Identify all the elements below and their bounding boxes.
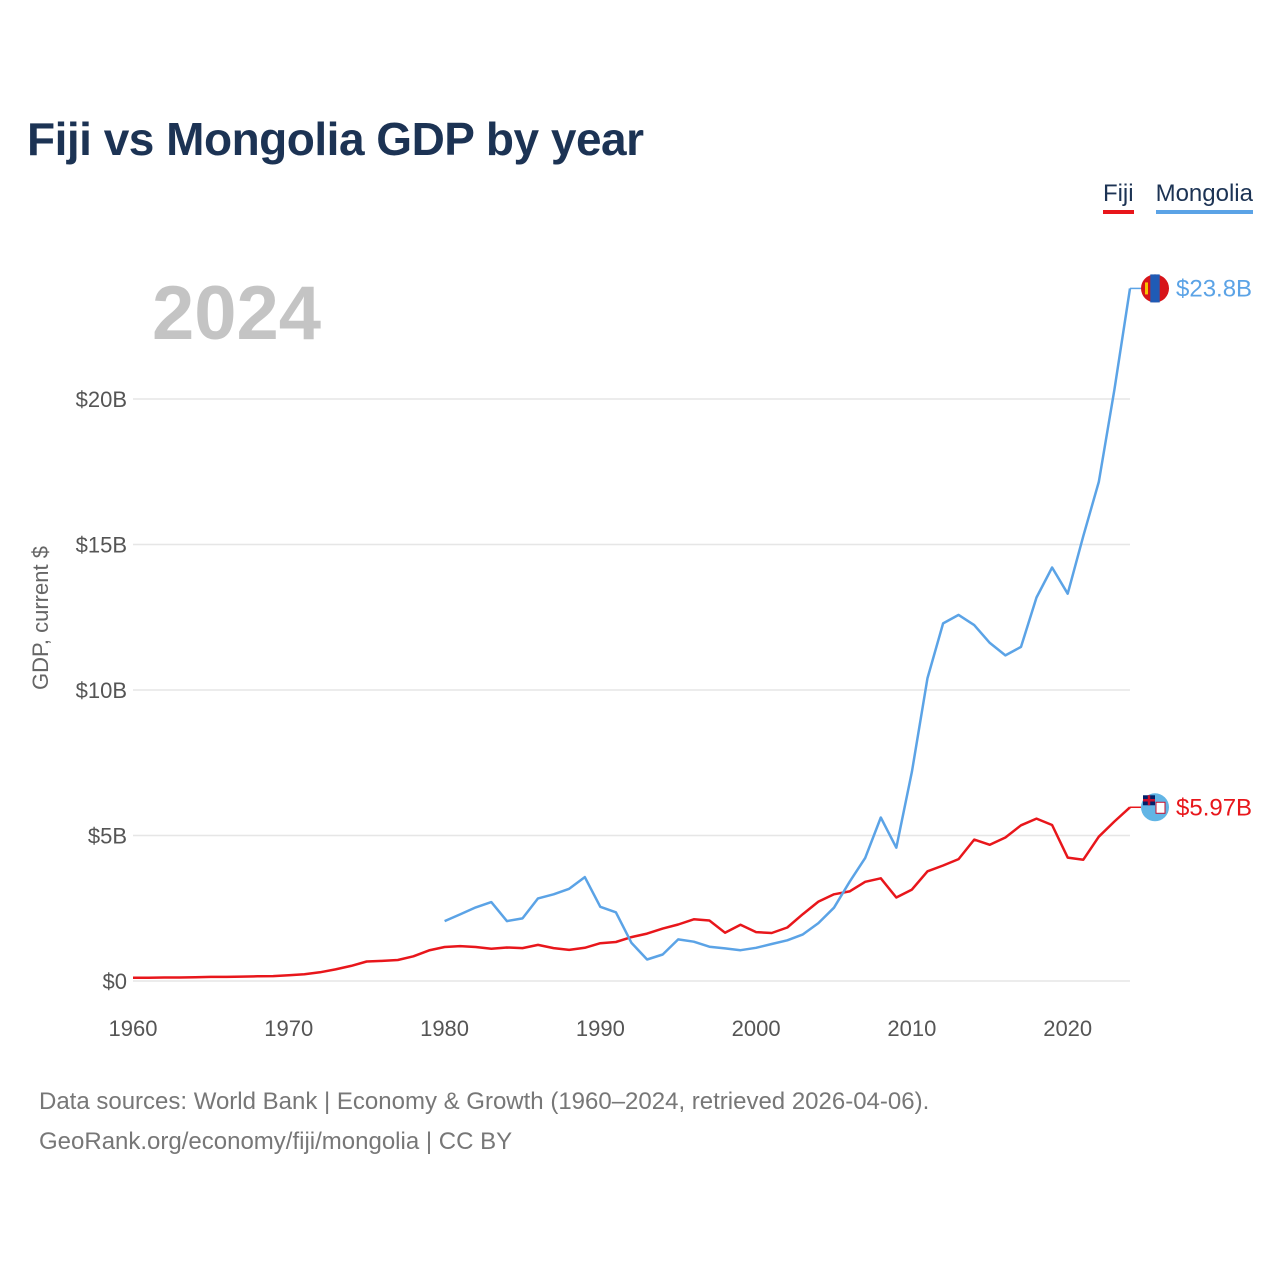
end-value-label-fiji: $5.97B: [1176, 794, 1252, 821]
end-markers: $5.97B $23.8B: [1130, 274, 1252, 822]
end-value-label-mongolia: $23.8B: [1176, 275, 1252, 302]
legend-item-mongolia[interactable]: Mongolia: [1155, 180, 1253, 214]
source-note: Data sources: World Bank | Economy & Gro…: [39, 1082, 929, 1162]
y-tick-label: $15B: [76, 533, 127, 558]
series-lines: [133, 288, 1132, 980]
mongolia-flag-icon: [1141, 274, 1169, 303]
series-line-fiji: [133, 806, 1131, 980]
source-line-1: Data sources: World Bank | Economy & Gro…: [39, 1088, 930, 1115]
grid-lines: [133, 398, 1130, 982]
y-tick-label: $10B: [76, 678, 127, 703]
series-line-mongolia: [444, 288, 1132, 961]
x-tick-label: 1970: [264, 1016, 313, 1041]
x-tick-label: 2020: [1043, 1016, 1092, 1041]
x-tick-label: 1960: [109, 1016, 158, 1041]
x-tick-label: 2010: [887, 1016, 936, 1041]
fiji-flag-icon: [1141, 793, 1169, 822]
legend: Fiji Mongolia: [1102, 180, 1253, 214]
chart-title: Fiji vs Mongolia GDP by year: [27, 113, 644, 165]
x-tick-labels: 1960 1970 1980 1990 2000 2010 2020: [109, 1016, 1093, 1041]
x-tick-label: 2000: [732, 1016, 781, 1041]
legend-item-fiji[interactable]: Fiji: [1102, 180, 1134, 214]
y-tick-labels: $0 $5B $10B $15B $20B: [76, 387, 127, 994]
x-tick-label: 1980: [420, 1016, 469, 1041]
x-tick-label: 1990: [576, 1016, 625, 1041]
y-tick-label: $20B: [76, 387, 127, 412]
y-tick-label: $0: [103, 969, 127, 994]
year-label: 2024: [152, 271, 322, 356]
y-tick-label: $5B: [88, 824, 127, 849]
source-line-2[interactable]: GeoRank.org/economy/fiji/mongolia | CC B…: [39, 1128, 513, 1155]
